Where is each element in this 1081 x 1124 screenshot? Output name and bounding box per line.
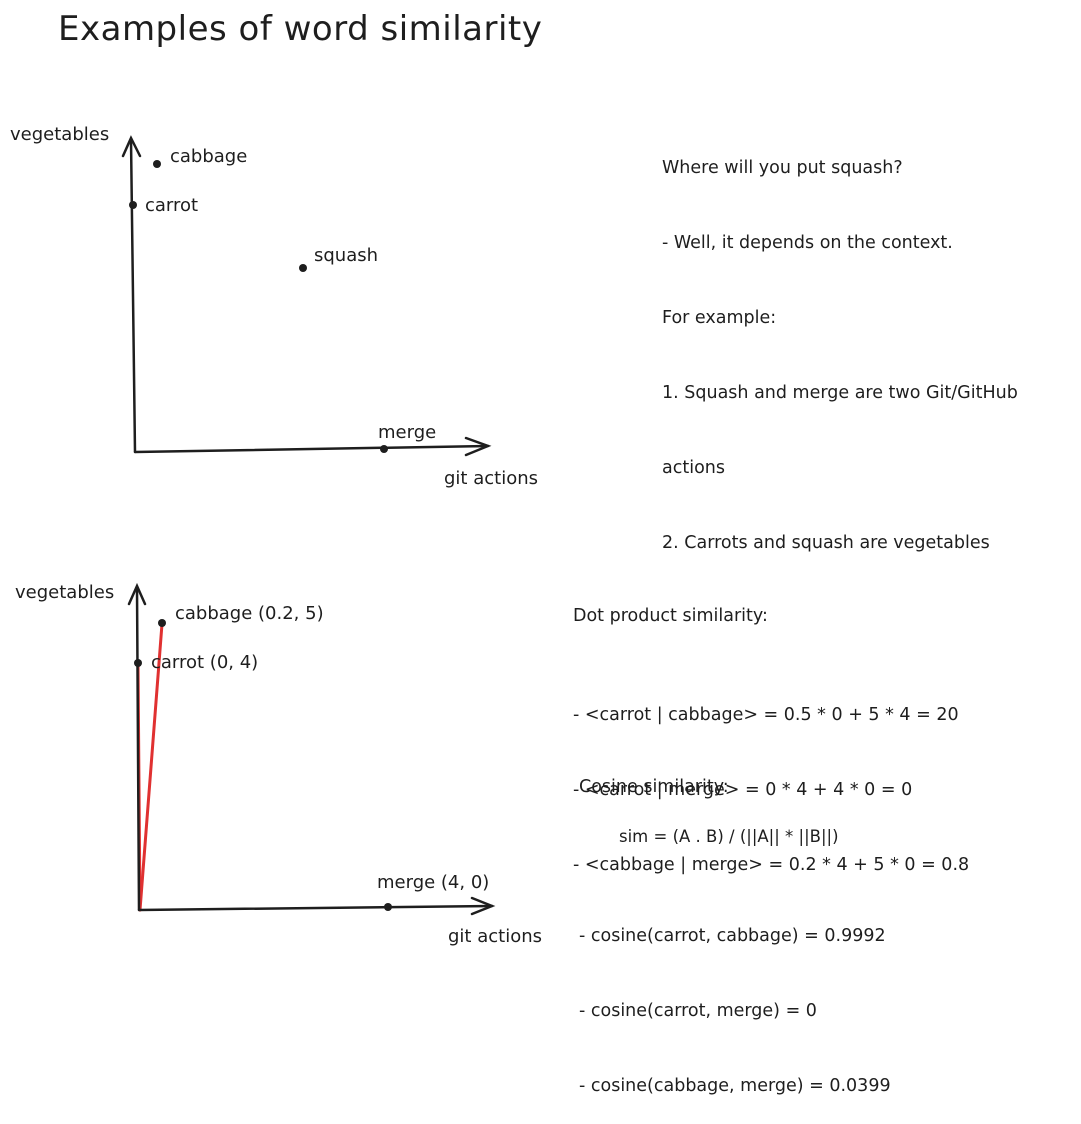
- note-line: Where will you put squash?: [662, 158, 903, 178]
- context-note: Where will you put squash? - Well, it de…: [662, 106, 1018, 581]
- axes-drawing: [121, 135, 496, 916]
- top-y-axis-label: vegetables: [10, 124, 110, 145]
- cabbage-vector: [138, 622, 164, 912]
- cosine-line: - cosine(cabbage, merge) = 0.0399: [579, 1076, 891, 1096]
- bottom-plot-axes: [127, 582, 496, 916]
- top-x-axis: [133, 444, 490, 454]
- bottom-x-arrowhead: [470, 896, 496, 916]
- dot-product-line: - <cabbage | merge> = 0.2 * 4 + 5 * 0 = …: [573, 855, 970, 875]
- dot-product-line: - <carrot | merge> = 0 * 4 + 4 * 0 = 0: [573, 780, 913, 800]
- note-line: - Well, it depends on the context.: [662, 233, 953, 253]
- top-plot-axes: [121, 135, 492, 457]
- note-line: For example:: [662, 308, 777, 328]
- cabbage-vector-point: [158, 619, 166, 627]
- cosine-heading: Cosine similarity:: [579, 777, 729, 797]
- carrot-label: carrot: [145, 195, 199, 216]
- note-line: 1. Squash and merge are two Git/GitHub: [662, 383, 1018, 403]
- bottom-y-axis: [135, 586, 141, 912]
- page-title: Examples of word similarity: [58, 9, 543, 49]
- bottom-x-axis-label: git actions: [448, 926, 542, 947]
- note-line: 2. Carrots and squash are vegetables: [662, 533, 990, 553]
- cosine-formula: sim = (A . B) / (||A|| * ||B||): [619, 827, 839, 846]
- squash-label: squash: [314, 245, 379, 266]
- cosine-list: - cosine(carrot, cabbage) = 0.9992 - cos…: [579, 874, 891, 1124]
- squash-point: [299, 264, 307, 272]
- top-y-arrowhead: [121, 135, 142, 158]
- cosine-line: - cosine(carrot, cabbage) = 0.9992: [579, 926, 886, 946]
- merge-vector-label: merge (4, 0): [377, 872, 490, 893]
- dot-product-line: - <carrot | cabbage> = 0.5 * 0 + 5 * 4 =…: [573, 705, 959, 725]
- merge-label: merge: [378, 422, 437, 443]
- top-x-axis-label: git actions: [444, 468, 538, 489]
- carrot-vector-point: [134, 659, 142, 667]
- merge-vector-point: [384, 903, 392, 911]
- cabbage-point: [153, 160, 161, 168]
- cosine-line: - cosine(carrot, merge) = 0: [579, 1001, 817, 1021]
- top-x-arrowhead: [464, 436, 492, 457]
- dot-product-heading: Dot product similarity:: [573, 606, 768, 626]
- top-y-axis: [129, 138, 137, 454]
- dot-product-list: - <carrot | cabbage> = 0.5 * 0 + 5 * 4 =…: [573, 653, 969, 903]
- merge-point: [380, 445, 388, 453]
- carrot-point: [129, 201, 137, 209]
- cabbage-vector-label: cabbage (0.2, 5): [175, 603, 324, 624]
- cabbage-label: cabbage: [170, 146, 248, 167]
- carrot-vector-label: carrot (0, 4): [151, 652, 259, 673]
- note-line: actions: [662, 458, 725, 478]
- bottom-x-axis: [137, 904, 494, 912]
- bottom-y-axis-label: vegetables: [15, 582, 115, 603]
- bottom-y-arrowhead: [127, 582, 147, 606]
